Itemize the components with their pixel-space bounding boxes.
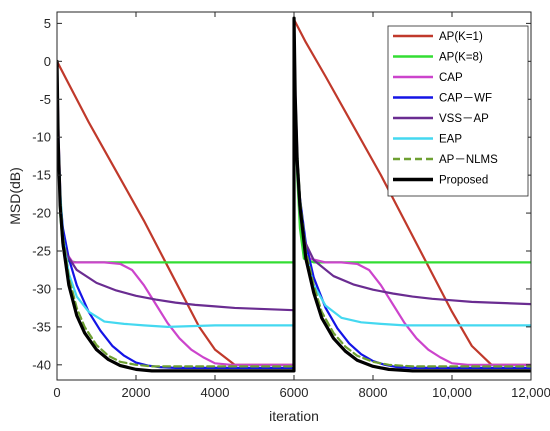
y-tick-label: 0 [44, 54, 51, 69]
legend-label-ap-k-1: AP(K=1) [439, 31, 483, 43]
x-tick-label: 6000 [280, 385, 309, 400]
y-tick-label: -5 [39, 92, 51, 107]
x-tick-label: 2000 [122, 385, 151, 400]
y-tick-label: -35 [32, 319, 51, 334]
legend-label-cap: CAP [439, 72, 463, 84]
y-tick-label: -10 [32, 130, 51, 145]
x-tick-label: 0 [53, 385, 60, 400]
y-axis: 5 0 -5 -10 -15 -20 -25 -30 -35 -40 [32, 16, 531, 372]
legend-box [387, 25, 529, 197]
legend-label-ap-nlms: AP－NLMS [439, 154, 498, 166]
x-tick-label: 4000 [201, 385, 230, 400]
x-tick-label: 10,000 [432, 385, 472, 400]
legend: AP(K=1) AP(K=8) CAP CAP－WF VSS－AP EAP AP－NLMS P… [387, 25, 529, 197]
y-tick-label: -15 [32, 168, 51, 183]
x-tick-label: 12,000 [511, 385, 550, 400]
y-tick-label: 5 [44, 16, 51, 31]
y-tick-label: -25 [32, 244, 51, 259]
series-layer [57, 16, 531, 373]
legend-label-ap-k-8: AP(K=8) [439, 52, 483, 64]
legend-label-eap: EAP [439, 134, 462, 146]
x-tick-label: 8000 [359, 385, 388, 400]
y-tick-label: -20 [32, 206, 51, 221]
x-axis-label: iteration [269, 408, 319, 424]
y-tick-label: -40 [32, 357, 51, 372]
series-line-proposed [57, 16, 531, 373]
x-axis: 0 2000 4000 6000 8000 10,000 12,000 [53, 12, 550, 400]
y-tick-label: -30 [32, 281, 51, 296]
legend-label-vss-ap: VSS－AP [439, 113, 489, 125]
legend-label-proposed: Proposed [439, 175, 488, 187]
y-axis-label: MSD(dB) [7, 167, 23, 225]
legend-label-cap-wf: CAP－WF [439, 93, 492, 105]
